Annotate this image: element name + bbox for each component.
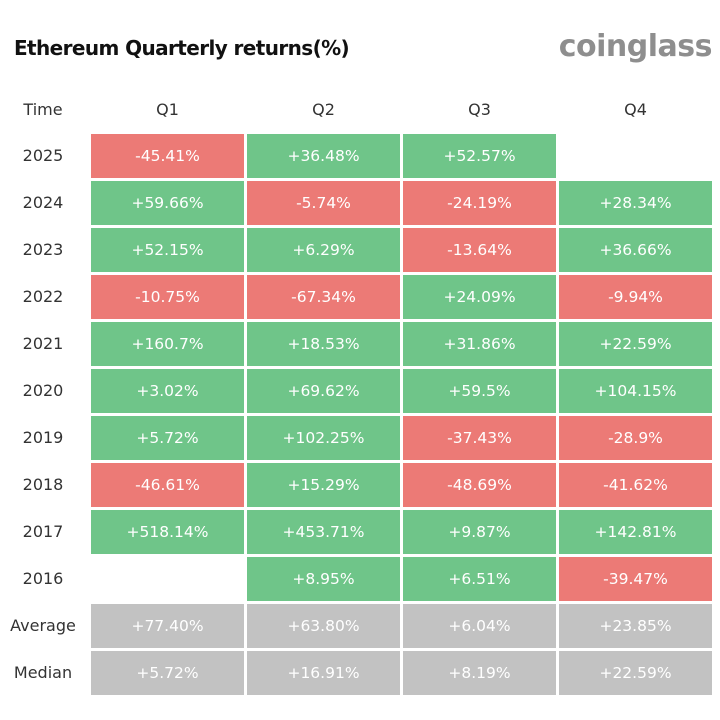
return-cell: +6.51% <box>403 557 556 601</box>
header-q2: Q2 <box>312 100 335 119</box>
return-cell: +6.04% <box>403 604 556 648</box>
table-row: 2019 +5.72% +102.25% -37.43% -28.9% <box>0 416 720 460</box>
row-label: 2023 <box>22 240 64 259</box>
header-q4: Q4 <box>624 100 647 119</box>
return-cell: +28.34% <box>559 181 712 225</box>
return-cell: +31.86% <box>403 322 556 366</box>
table-row: 2017 +518.14% +453.71% +9.87% +142.81% <box>0 510 720 554</box>
return-cell: +22.59% <box>559 322 712 366</box>
table-header: Time Q1 Q2 Q3 Q4 <box>0 96 720 124</box>
empty-cell <box>91 557 244 601</box>
return-cell: +9.87% <box>403 510 556 554</box>
return-cell: +23.85% <box>559 604 712 648</box>
return-cell: -48.69% <box>403 463 556 507</box>
return-cell: -24.19% <box>403 181 556 225</box>
row-label: 2022 <box>22 287 64 306</box>
return-cell: -41.62% <box>559 463 712 507</box>
return-cell: +59.66% <box>91 181 244 225</box>
header-time: Time <box>23 100 63 119</box>
return-cell: +36.48% <box>247 134 400 178</box>
row-label: 2018 <box>22 475 64 494</box>
return-cell: +518.14% <box>91 510 244 554</box>
return-cell: +5.72% <box>91 651 244 695</box>
header-q3: Q3 <box>468 100 491 119</box>
return-cell: +453.71% <box>247 510 400 554</box>
table-row: 2020 +3.02% +69.62% +59.5% +104.15% <box>0 369 720 413</box>
return-cell: +6.29% <box>247 228 400 272</box>
return-cell: -9.94% <box>559 275 712 319</box>
header-q1: Q1 <box>156 100 179 119</box>
table-row: 2025 -45.41% +36.48% +52.57% <box>0 134 720 178</box>
return-cell: +24.09% <box>403 275 556 319</box>
row-label: 2021 <box>22 334 64 353</box>
return-cell: +5.72% <box>91 416 244 460</box>
return-cell: +3.02% <box>91 369 244 413</box>
return-cell: -46.61% <box>91 463 244 507</box>
return-cell: +8.95% <box>247 557 400 601</box>
table-row: 2021 +160.7% +18.53% +31.86% +22.59% <box>0 322 720 366</box>
return-cell: +69.62% <box>247 369 400 413</box>
return-cell: +18.53% <box>247 322 400 366</box>
row-label: 2016 <box>22 569 64 588</box>
row-label: Median <box>13 663 73 682</box>
table-row: 2018 -46.61% +15.29% -48.69% -41.62% <box>0 463 720 507</box>
return-cell: +77.40% <box>91 604 244 648</box>
row-label: 2024 <box>22 193 64 212</box>
table-row: 2022 -10.75% -67.34% +24.09% -9.94% <box>0 275 720 319</box>
row-label: 2019 <box>22 428 64 447</box>
return-cell: +36.66% <box>559 228 712 272</box>
chart-title: Ethereum Quarterly returns(%) <box>14 36 350 60</box>
empty-cell <box>559 134 712 178</box>
return-cell: -67.34% <box>247 275 400 319</box>
return-cell: +15.29% <box>247 463 400 507</box>
return-cell: +142.81% <box>559 510 712 554</box>
table-row: 2023 +52.15% +6.29% -13.64% +36.66% <box>0 228 720 272</box>
return-cell: +52.57% <box>403 134 556 178</box>
row-label: 2020 <box>22 381 64 400</box>
summary-row: Median +5.72% +16.91% +8.19% +22.59% <box>0 651 720 695</box>
row-label: Average <box>10 616 76 635</box>
return-cell: -28.9% <box>559 416 712 460</box>
return-cell: +22.59% <box>559 651 712 695</box>
return-cell: +102.25% <box>247 416 400 460</box>
return-cell: -10.75% <box>91 275 244 319</box>
return-cell: +59.5% <box>403 369 556 413</box>
return-cell: -37.43% <box>403 416 556 460</box>
row-label: 2017 <box>22 522 64 541</box>
return-cell: +16.91% <box>247 651 400 695</box>
row-label: 2025 <box>22 146 64 165</box>
table-row: 2024 +59.66% -5.74% -24.19% +28.34% <box>0 181 720 225</box>
return-cell: -39.47% <box>559 557 712 601</box>
return-cell: +63.80% <box>247 604 400 648</box>
table-row: 2016 +8.95% +6.51% -39.47% <box>0 557 720 601</box>
return-cell: -13.64% <box>403 228 556 272</box>
return-cell: +160.7% <box>91 322 244 366</box>
summary-row: Average +77.40% +63.80% +6.04% +23.85% <box>0 604 720 648</box>
coinglass-logo: coinglass <box>558 29 713 64</box>
return-cell: +8.19% <box>403 651 556 695</box>
return-cell: -45.41% <box>91 134 244 178</box>
return-cell: +52.15% <box>91 228 244 272</box>
return-cell: -5.74% <box>247 181 400 225</box>
return-cell: +104.15% <box>559 369 712 413</box>
